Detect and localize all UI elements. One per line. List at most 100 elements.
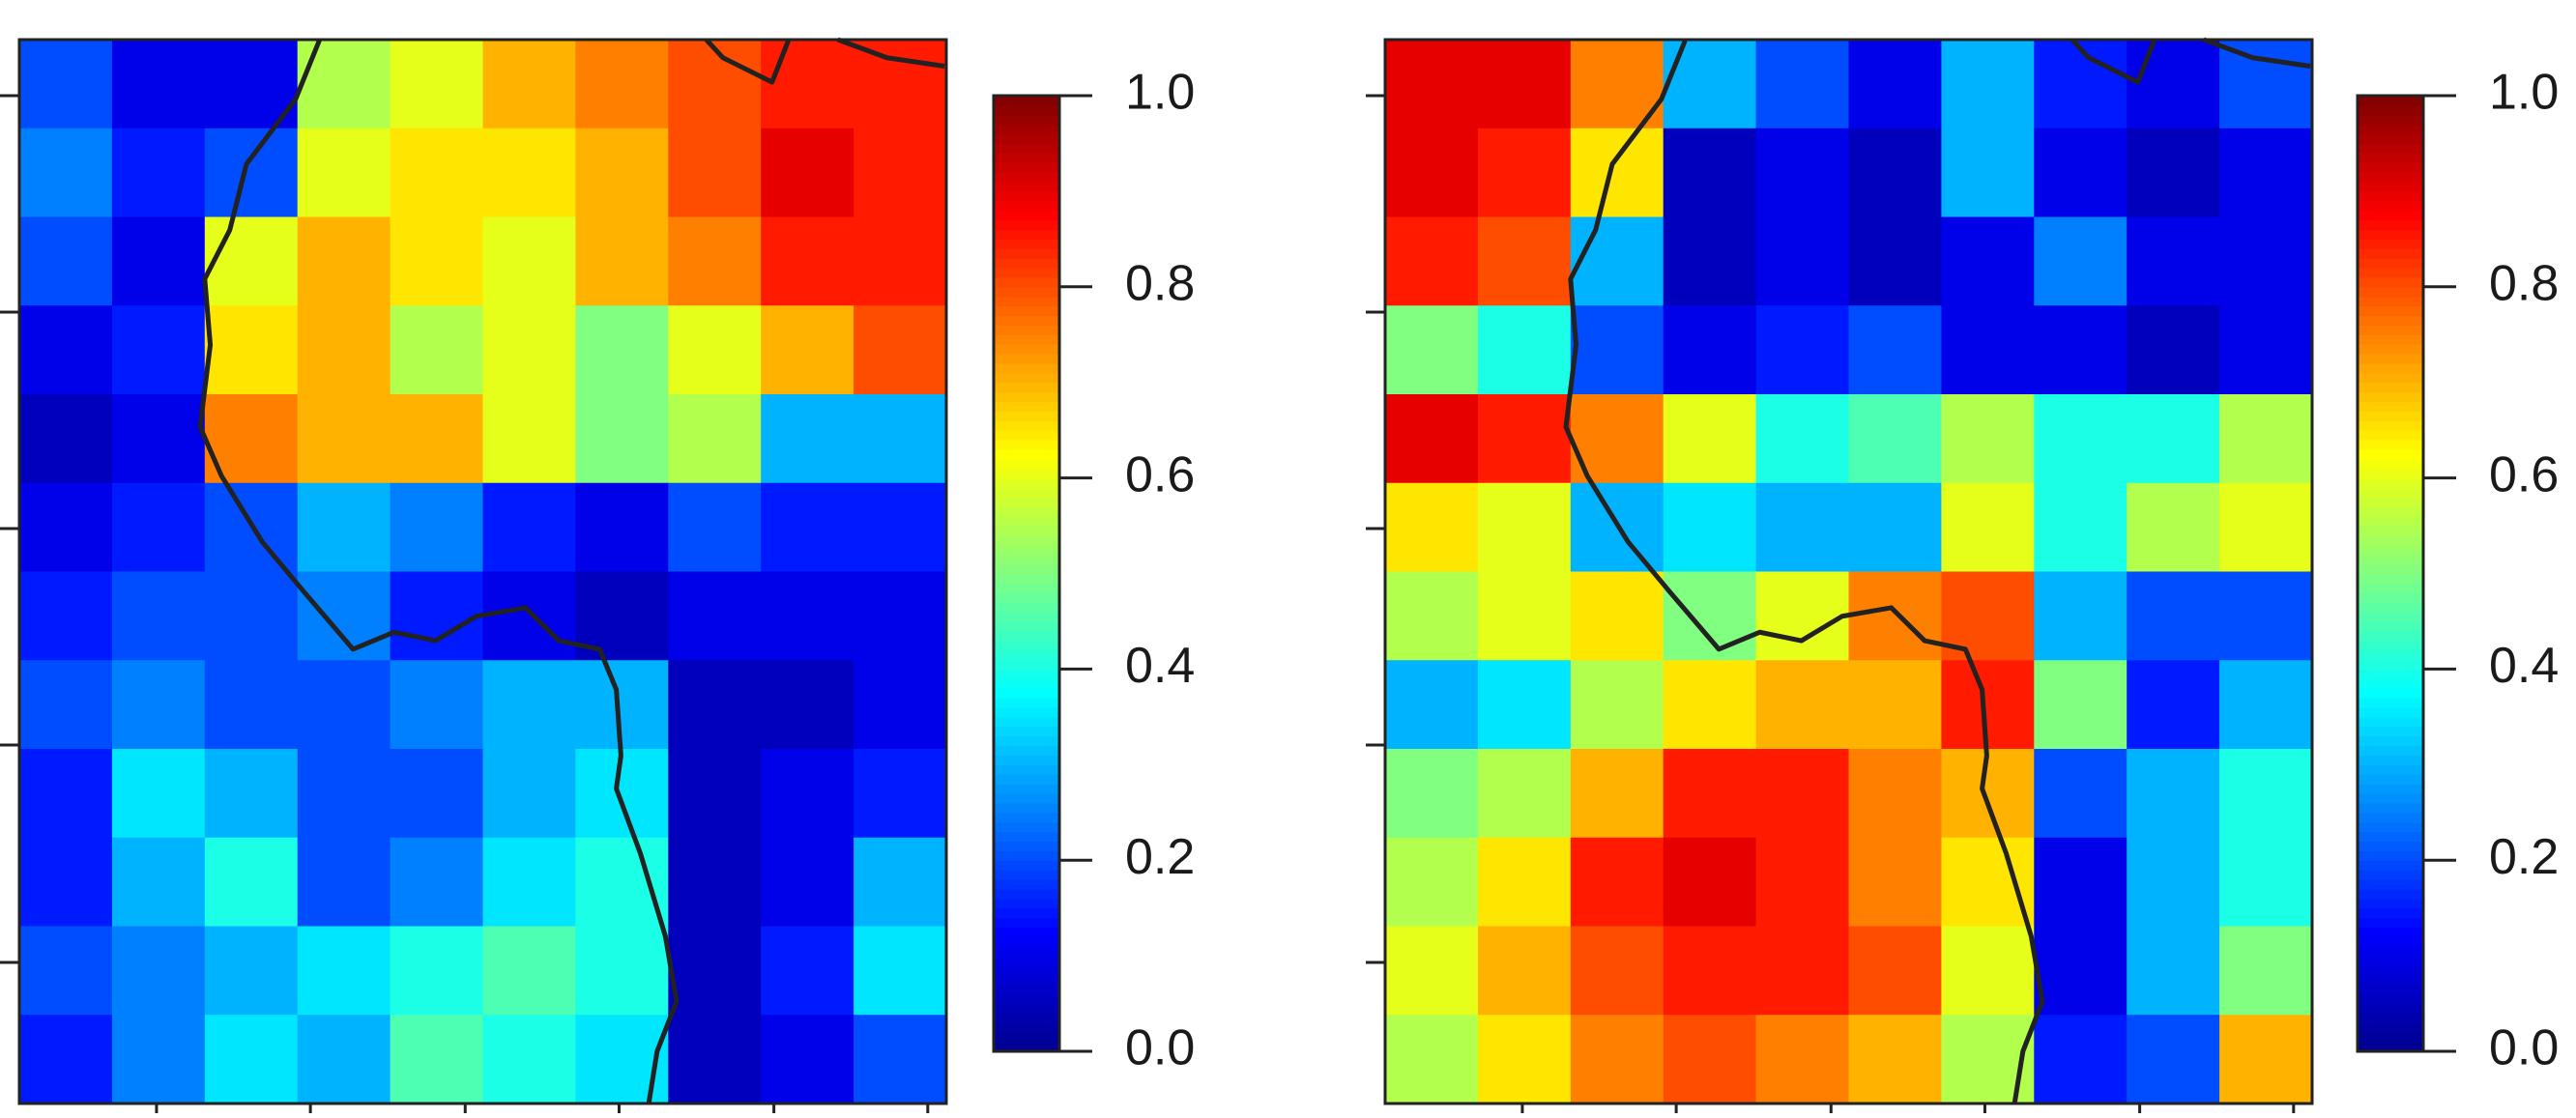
colorbar-frame xyxy=(2356,94,2425,1053)
colorbar-step xyxy=(994,640,1059,651)
heat-cell xyxy=(1848,837,1942,928)
heat-cell xyxy=(1941,394,2035,484)
colorbar-tick-label: 0.6 xyxy=(1125,446,1195,502)
colorbar-step xyxy=(2358,506,2423,517)
map-panel: 0.0 0.2 0.4 0.6 0.8 1.0 xyxy=(0,37,1195,1115)
colorbar-step xyxy=(994,649,1059,661)
colorbar-step xyxy=(2358,831,2423,843)
heat-cell xyxy=(1477,660,1572,750)
heat-cell xyxy=(854,1015,947,1104)
colorbar-step xyxy=(2358,458,2423,470)
colorbar-step xyxy=(2358,104,2423,116)
colorbar-step xyxy=(2358,630,2423,642)
colorbar-step xyxy=(994,334,1059,345)
heat-cell xyxy=(390,837,484,928)
colorbar-step xyxy=(2358,544,2423,556)
heat-cell xyxy=(111,749,206,839)
colorbar-step xyxy=(2358,774,2423,785)
colorbar-step xyxy=(994,764,1059,775)
heat-cell xyxy=(1755,1015,1850,1104)
heat-cell xyxy=(854,660,947,750)
coastline xyxy=(836,37,945,69)
heat-cell xyxy=(2219,216,2313,306)
heat-cell xyxy=(1385,128,1479,218)
heat-cell xyxy=(1941,305,2035,395)
heat-cell xyxy=(1385,837,1479,928)
heat-cell xyxy=(668,749,762,839)
colorbar-step xyxy=(994,898,1059,909)
colorbar-tick-label: 0.6 xyxy=(2489,446,2559,502)
colorbar-step xyxy=(994,592,1059,603)
colorbar-tick-label: 0.0 xyxy=(2489,1020,2559,1076)
heat-cell xyxy=(1941,216,2035,306)
colorbar-tick-label: 0.4 xyxy=(2489,638,2559,694)
heat-cell xyxy=(668,40,762,129)
colorbar-step xyxy=(2358,1022,2423,1033)
heat-cell xyxy=(575,394,669,484)
heat-cell xyxy=(111,837,206,928)
colorbar-step xyxy=(2358,764,2423,775)
heat-cell xyxy=(1570,128,1664,218)
heat-cell xyxy=(1663,571,1757,661)
heat-cell xyxy=(668,926,762,1016)
colorbar-step xyxy=(994,907,1059,919)
colorbar-step xyxy=(994,726,1059,737)
heat-cell xyxy=(1755,394,1850,484)
colorbar-step xyxy=(2358,133,2423,145)
heat-cell xyxy=(1663,837,1757,928)
colorbar-step xyxy=(994,745,1059,757)
heat-cell xyxy=(854,571,947,661)
heat-cell xyxy=(761,571,854,661)
colorbar-step xyxy=(2358,927,2423,937)
heat-cell xyxy=(2034,305,2127,395)
heat-cell xyxy=(111,482,206,573)
colorbar-step xyxy=(994,735,1059,747)
colorbar-step xyxy=(994,200,1059,212)
colorbar-step xyxy=(994,487,1059,498)
heat-cell xyxy=(2219,128,2313,218)
heat-cell xyxy=(575,216,669,306)
colorbar-step xyxy=(994,784,1059,794)
colorbar-tick-label: 0.2 xyxy=(1125,829,1195,885)
heat-cell xyxy=(1477,394,1572,484)
heat-cell xyxy=(2219,837,2313,928)
map-frame xyxy=(1383,38,2314,1105)
heat-cell xyxy=(1848,571,1942,661)
heat-cell xyxy=(19,926,113,1016)
heat-cell xyxy=(854,216,947,306)
heat-cell xyxy=(1385,749,1479,839)
heat-cell xyxy=(482,1015,576,1104)
heat-cell xyxy=(2127,394,2220,484)
heat-cell xyxy=(2034,128,2127,218)
colorbar-step xyxy=(994,276,1059,288)
heat-cell xyxy=(575,40,669,129)
colorbar-step xyxy=(994,229,1059,240)
heat-cell xyxy=(761,40,854,129)
colorbar-step xyxy=(994,534,1059,546)
heat-cell xyxy=(297,749,391,839)
colorbar-step xyxy=(994,440,1059,450)
heat-cell xyxy=(1477,926,1572,1016)
heat-cell xyxy=(2127,216,2220,306)
map-panel: 0.0 0.2 0.4 0.6 0.8 1.0 xyxy=(1366,37,2559,1115)
heat-cell xyxy=(482,40,576,129)
colorbar-step xyxy=(994,430,1059,441)
colorbar-step xyxy=(2358,956,2423,966)
heat-cell xyxy=(390,305,484,395)
heat-cell xyxy=(1663,128,1757,218)
colorbar-step xyxy=(994,612,1059,622)
heat-cell xyxy=(1755,571,1850,661)
colorbar-step xyxy=(994,870,1059,880)
heat-cell xyxy=(482,571,576,661)
colorbar-step xyxy=(2358,448,2423,460)
heat-cell xyxy=(204,305,299,395)
colorbar-step xyxy=(994,888,1059,900)
coastline xyxy=(2202,37,2311,69)
heat-cell xyxy=(204,216,299,306)
colorbar-step xyxy=(2358,802,2423,814)
colorbar-step xyxy=(994,182,1059,192)
heat-cell xyxy=(575,660,669,750)
heat-cell xyxy=(1755,837,1850,928)
heat-cell xyxy=(482,482,576,573)
heat-cell xyxy=(575,482,669,573)
